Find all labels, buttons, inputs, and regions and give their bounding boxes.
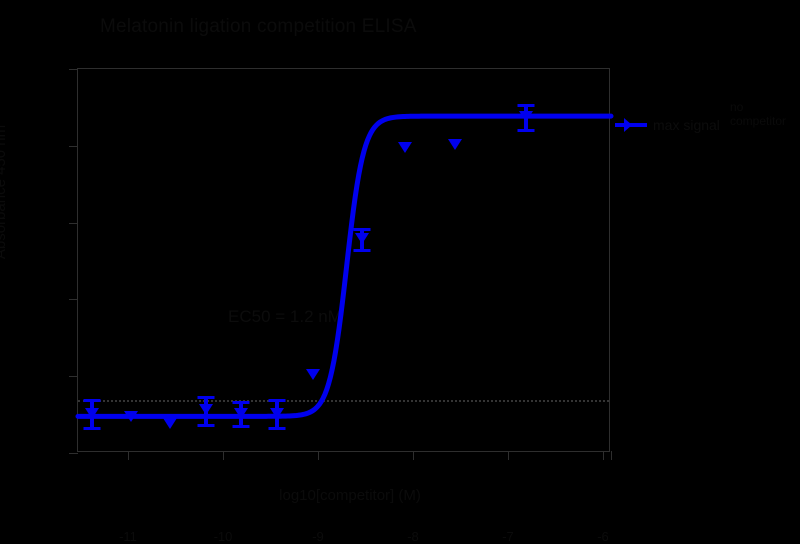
error-bar-cap (197, 395, 215, 399)
error-bar-cap (517, 128, 535, 132)
data-point-marker (198, 404, 213, 416)
error-bar-cap (83, 399, 101, 403)
error-bar-cap (232, 425, 250, 429)
y-tick (69, 145, 78, 147)
data-point-marker (518, 110, 533, 122)
x-tick (611, 451, 612, 460)
error-bar-cap (197, 423, 215, 427)
error-bar-cap (517, 104, 535, 108)
baseline-reference-line (78, 400, 609, 402)
y-tick (69, 376, 78, 378)
data-point-marker (85, 407, 100, 419)
data-point-marker (305, 369, 320, 381)
plot-area: 0.0 0.2 0.4 0.6 0.8 1.0 -11 -10 -9 -8 -7… (69, 68, 614, 544)
y-tick (69, 222, 78, 224)
x-axis-title: log10[competitor] (M) (279, 487, 421, 504)
x-tick (508, 451, 509, 460)
error-bar-cap (83, 427, 101, 431)
max-signal-annotation: max signal (615, 116, 720, 134)
data-point-marker (269, 407, 284, 419)
fit-curve-path (75, 113, 614, 419)
no-competitor-note: no competitor (730, 100, 787, 128)
page-title: Melatonin ligation competition ELISA (100, 16, 417, 37)
data-point-marker (163, 418, 178, 430)
error-bar-cap (353, 228, 371, 232)
y-tick (69, 453, 78, 454)
left-arrow-icon (615, 118, 647, 132)
ec50-annotation: EC50 = 1.2 nM (228, 307, 342, 326)
data-point-marker (355, 233, 370, 245)
x-tick (128, 451, 129, 460)
max-signal-label: max signal (653, 117, 720, 133)
data-point-marker (124, 411, 139, 423)
error-bar-cap (232, 400, 250, 404)
y-tick (69, 299, 78, 301)
x-tick (413, 451, 414, 460)
x-tick (223, 451, 224, 460)
plot-inner: 0.0 0.2 0.4 0.6 0.8 1.0 -11 -10 -9 -8 -7… (69, 69, 614, 544)
x-tick-label: -9 (312, 529, 324, 544)
data-point-marker (234, 407, 249, 419)
data-point-marker (447, 138, 462, 150)
error-bar-cap (268, 399, 286, 403)
x-tick (318, 451, 319, 460)
fit-curve-overlay (75, 113, 614, 419)
x-tick-label: -10 (213, 529, 233, 544)
error-bar-cap (268, 427, 286, 431)
x-tick (603, 451, 604, 460)
figure-canvas: Melatonin ligation competition ELISA Abs… (0, 16, 787, 544)
x-tick-label: -6 (597, 529, 609, 544)
y-tick (69, 69, 78, 70)
x-tick-label: -11 (119, 529, 137, 544)
data-point-marker (397, 142, 412, 154)
y-axis-title: Absorbance 450 nm (0, 124, 9, 260)
x-tick-label: -7 (502, 529, 514, 544)
x-tick-label: -8 (407, 529, 419, 544)
error-bar-cap (353, 249, 371, 253)
